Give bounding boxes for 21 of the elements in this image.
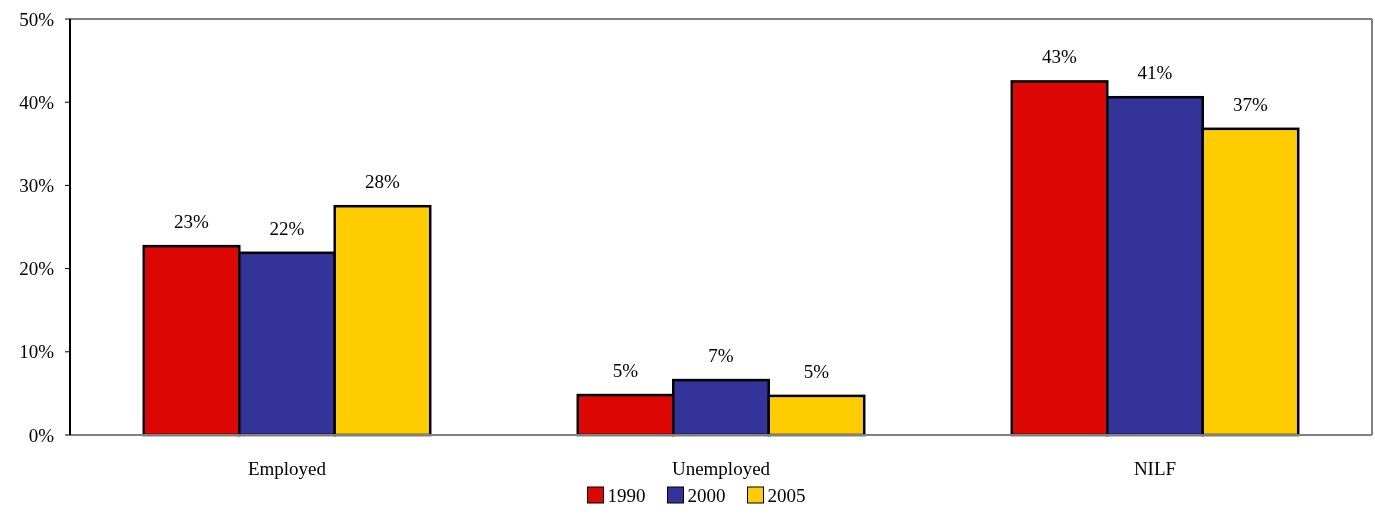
data-label: 37% <box>1233 93 1269 115</box>
y-tick-label: 0% <box>28 424 55 446</box>
y-tick-label: 10% <box>19 341 55 363</box>
data-label: 23% <box>174 211 210 233</box>
data-label: 5% <box>612 360 639 382</box>
data-label: 5% <box>803 360 830 382</box>
x-tick-label: NILF <box>1133 458 1177 479</box>
legend-label: 2000 <box>687 484 726 506</box>
y-tick-label: 30% <box>19 175 55 197</box>
legend-label: 2005 <box>767 484 806 506</box>
y-tick-label: 50% <box>19 8 55 30</box>
x-tick-label: Unemployed <box>671 458 771 479</box>
y-tick-label: 40% <box>19 91 55 113</box>
data-label: 7% <box>708 345 734 367</box>
legend-label: 1990 <box>607 484 646 506</box>
data-label: 43% <box>1042 46 1078 68</box>
data-label: 28% <box>365 171 401 193</box>
data-label: 41% <box>1137 62 1173 84</box>
data-label: 22% <box>269 217 305 239</box>
x-tick-label: Employed <box>247 458 327 479</box>
y-tick-label: 20% <box>19 258 55 280</box>
